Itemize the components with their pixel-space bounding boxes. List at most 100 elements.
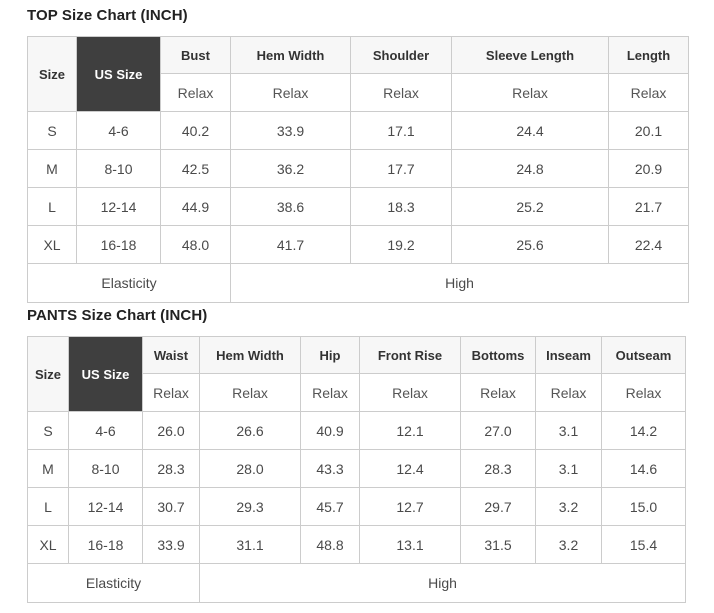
- elasticity-label-cell: Elasticity: [27, 563, 200, 603]
- measurement-value-cell: 12.4: [359, 449, 461, 488]
- elasticity-label-cell: Elasticity: [27, 263, 231, 303]
- fit-type-cell: Relax: [535, 373, 602, 412]
- elasticity-row: Elasticity High: [27, 563, 686, 603]
- measurement-value-cell: 43.3: [300, 449, 360, 488]
- measurement-value-cell: 14.2: [601, 411, 686, 450]
- size-cell: M: [27, 449, 69, 488]
- measurement-value-cell: 3.1: [535, 411, 602, 450]
- size-cell: L: [27, 487, 69, 526]
- measurement-value-cell: 33.9: [230, 111, 351, 150]
- us-size-cell: 8-10: [76, 149, 161, 188]
- fit-type-cell: Relax: [601, 373, 686, 412]
- measurement-value-cell: 28.0: [199, 449, 301, 488]
- measurement-value-cell: 12.1: [359, 411, 461, 450]
- measurement-value-cell: 17.1: [350, 111, 452, 150]
- us-size-column-header: US Size: [76, 36, 161, 112]
- header-row-measurements: Size US Size Waist Hem Width Hip Front Rise Bo…: [27, 336, 686, 412]
- measurement-value-cell: 25.2: [451, 187, 609, 226]
- measurement-value-cell: 17.7: [350, 149, 452, 188]
- fit-type-cell: Relax: [451, 73, 609, 112]
- measurement-value-cell: 24.8: [451, 149, 609, 188]
- measurement-value-cell: 36.2: [230, 149, 351, 188]
- measurement-value-cell: 3.1: [535, 449, 602, 488]
- measurement-value-cell: 31.5: [460, 525, 536, 564]
- measurement-value-cell: 40.2: [160, 111, 231, 150]
- measurement-value-cell: 29.7: [460, 487, 536, 526]
- measurement-value-cell: 18.3: [350, 187, 452, 226]
- us-size-cell: 12-14: [68, 487, 143, 526]
- measurement-value-cell: 19.2: [350, 225, 452, 264]
- measurement-column-header: Length: [608, 36, 689, 74]
- size-row-m: M 8-10 28.3 28.0 43.3 12.4 28.3 3.1 14.6: [27, 449, 686, 488]
- measurement-value-cell: 3.2: [535, 525, 602, 564]
- fit-type-cell: Relax: [350, 73, 452, 112]
- measurement-value-cell: 28.3: [460, 449, 536, 488]
- pants-size-table: Size US Size Waist Hem Width Hip Front Rise Bo…: [27, 336, 686, 603]
- elasticity-value-cell: High: [199, 563, 686, 603]
- size-column-header: Size: [27, 336, 69, 412]
- pants-chart-title: PANTS Size Chart (INCH): [27, 307, 208, 324]
- measurement-value-cell: 21.7: [608, 187, 689, 226]
- size-row-m: M 8-10 42.5 36.2 17.7 24.8 20.9: [27, 149, 689, 188]
- us-size-cell: 8-10: [68, 449, 143, 488]
- header-row-measurements: Size US Size Bust Hem Width Shoulder Sleeve L…: [27, 36, 689, 112]
- fit-type-cell: Relax: [359, 373, 461, 412]
- measurement-column-header: Shoulder: [350, 36, 452, 74]
- measurement-value-cell: 38.6: [230, 187, 351, 226]
- measurement-value-cell: 28.3: [142, 449, 200, 488]
- measurement-value-cell: 41.7: [230, 225, 351, 264]
- measurement-value-cell: 22.4: [608, 225, 689, 264]
- us-size-cell: 12-14: [76, 187, 161, 226]
- measurement-value-cell: 14.6: [601, 449, 686, 488]
- measurement-value-cell: 48.0: [160, 225, 231, 264]
- measurement-value-cell: 31.1: [199, 525, 301, 564]
- size-cell: XL: [27, 525, 69, 564]
- measurement-value-cell: 20.9: [608, 149, 689, 188]
- fit-type-cell: Relax: [460, 373, 536, 412]
- measurement-column-header: Bust: [160, 36, 231, 74]
- measurement-value-cell: 15.0: [601, 487, 686, 526]
- measurement-value-cell: 3.2: [535, 487, 602, 526]
- fit-type-cell: Relax: [160, 73, 231, 112]
- size-cell: S: [27, 111, 77, 150]
- fit-type-cell: Relax: [142, 373, 200, 412]
- size-row-l: L 12-14 44.9 38.6 18.3 25.2 21.7: [27, 187, 689, 226]
- measurement-column-header: Waist: [142, 336, 200, 374]
- measurement-value-cell: 15.4: [601, 525, 686, 564]
- elasticity-row: Elasticity High: [27, 263, 689, 303]
- measurement-value-cell: 29.3: [199, 487, 301, 526]
- measurement-value-cell: 12.7: [359, 487, 461, 526]
- measurement-value-cell: 25.6: [451, 225, 609, 264]
- measurement-value-cell: 45.7: [300, 487, 360, 526]
- measurement-value-cell: 33.9: [142, 525, 200, 564]
- measurement-value-cell: 27.0: [460, 411, 536, 450]
- measurement-column-header: Front Rise: [359, 336, 461, 374]
- measurement-column-header: Bottoms: [460, 336, 536, 374]
- top-chart-title: TOP Size Chart (INCH): [27, 7, 188, 24]
- measurement-column-header: Hem Width: [199, 336, 301, 374]
- header-row-fit: Relax Relax Relax Relax Relax: [28, 73, 689, 112]
- size-row-l: L 12-14 30.7 29.3 45.7 12.7 29.7 3.2 15.0: [27, 487, 686, 526]
- fit-type-cell: Relax: [300, 373, 360, 412]
- measurement-value-cell: 30.7: [142, 487, 200, 526]
- us-size-cell: 4-6: [76, 111, 161, 150]
- measurement-value-cell: 48.8: [300, 525, 360, 564]
- size-column-header: Size: [27, 36, 77, 112]
- measurement-value-cell: 24.4: [451, 111, 609, 150]
- measurement-value-cell: 20.1: [608, 111, 689, 150]
- us-size-cell: 4-6: [68, 411, 143, 450]
- fit-type-cell: Relax: [608, 73, 689, 112]
- size-row-xl: XL 16-18 33.9 31.1 48.8 13.1 31.5 3.2 15.4: [27, 525, 686, 564]
- measurement-column-header: Sleeve Length: [451, 36, 609, 74]
- top-size-chart-section: TOP Size Chart (INCH) Size US Size Bust Hem…: [27, 7, 714, 303]
- size-cell: XL: [27, 225, 77, 264]
- fit-type-cell: Relax: [230, 73, 351, 112]
- measurement-value-cell: 42.5: [160, 149, 231, 188]
- us-size-cell: 16-18: [68, 525, 143, 564]
- measurement-value-cell: 40.9: [300, 411, 360, 450]
- size-row-s: S 4-6 26.0 26.6 40.9 12.1 27.0 3.1 14.2: [27, 411, 686, 450]
- header-row-fit: Relax Relax Relax Relax Relax Relax Relax: [28, 373, 686, 412]
- size-row-xl: XL 16-18 48.0 41.7 19.2 25.6 22.4: [27, 225, 689, 264]
- fit-type-cell: Relax: [199, 373, 301, 412]
- size-cell: L: [27, 187, 77, 226]
